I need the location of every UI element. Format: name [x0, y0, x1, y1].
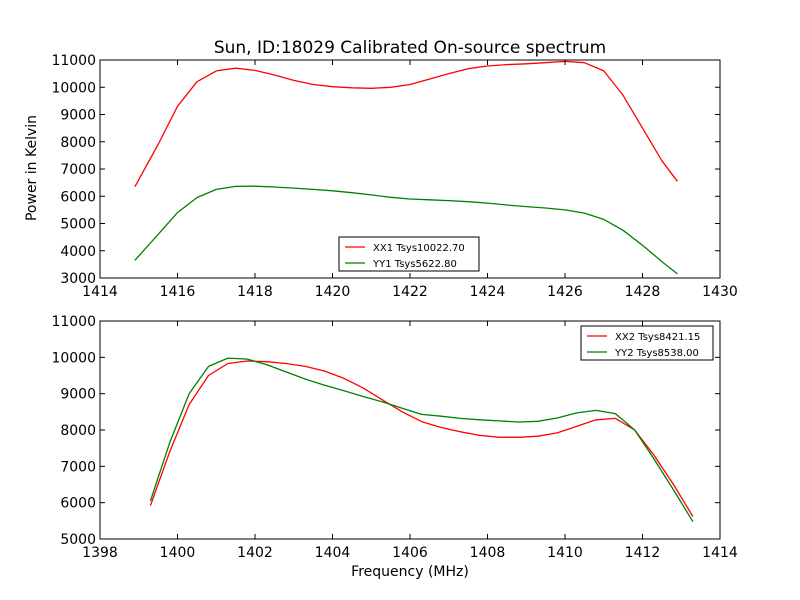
legend-entry: XX2 Tsys8421.15	[615, 332, 700, 343]
y-tick-label: 6000	[60, 496, 96, 512]
y-tick-label: 6000	[60, 189, 96, 205]
x-tick-label: 1428	[625, 284, 661, 300]
y-tick-label: 4000	[60, 244, 96, 260]
y-tick-label: 8000	[60, 423, 96, 439]
x-tick-label: 1420	[315, 284, 351, 300]
x-tick-label: 1408	[470, 545, 506, 561]
x-tick-label: 1424	[470, 284, 506, 300]
top-panel: 1414 1416 1418 1420 1422 1424 1426 1428 1430 3000…	[51, 53, 737, 300]
y-tick-label: 5000	[60, 217, 96, 233]
y-tick-label: 10000	[51, 80, 96, 96]
x-tick-label: 1414	[82, 284, 118, 300]
x-tick-label: 1402	[237, 545, 273, 561]
y-tick-label: 9000	[60, 108, 96, 124]
series-line-1	[134, 60, 678, 188]
x-tick-label: 1400	[160, 545, 196, 561]
y-axis-label: Power in Kelvin	[24, 115, 40, 221]
series-line-2	[134, 185, 678, 275]
x-tick-label: 1410	[547, 545, 583, 561]
x-tick-label: 1398	[82, 545, 118, 561]
legend: XX1 Tsys10022.70 YY1 Tsys5622.80	[338, 236, 480, 272]
x-tick-label: 1404	[315, 545, 351, 561]
y-tick-label: 7000	[60, 162, 96, 178]
x-axis-label: Frequency (MHz)	[351, 564, 469, 580]
x-tick-label: 1416	[160, 284, 196, 300]
chart-title: Sun, ID:18029 Calibrated On-source spect…	[214, 38, 606, 58]
y-tick-label: 11000	[51, 53, 96, 69]
y-tick-label: 5000	[60, 532, 96, 548]
y-tick-label: 3000	[60, 271, 96, 287]
y-tick-label: 8000	[60, 135, 96, 151]
y-tick-label: 7000	[60, 459, 96, 475]
legend: XX2 Tsys8421.15 YY2 Tsys8538.00	[580, 325, 714, 361]
x-tick-label: 1406	[392, 545, 428, 561]
x-tick-label: 1426	[547, 284, 583, 300]
series-line-1	[149, 360, 694, 517]
x-tick-label: 1422	[392, 284, 428, 300]
series-line-2	[149, 357, 694, 522]
y-tick-label: 11000	[51, 314, 96, 330]
x-tick-label: 1414	[702, 545, 738, 561]
x-tick-label: 1430	[702, 284, 738, 300]
x-tick-label: 1412	[625, 545, 661, 561]
y-tick-label: 10000	[51, 350, 96, 366]
x-tick-label: 1418	[237, 284, 273, 300]
legend-entry: XX1 Tsys10022.70	[373, 243, 465, 254]
legend-box	[580, 325, 714, 361]
legend-entry: YY2 Tsys8538.00	[614, 348, 699, 359]
y-tick-label: 9000	[60, 387, 96, 403]
legend-box	[338, 236, 480, 272]
bottom-panel: 1398 1400 1402 1404 1406 1408 1410 1412 1414 5000…	[51, 314, 737, 561]
legend-entry: YY1 Tsys5622.80	[372, 259, 457, 270]
